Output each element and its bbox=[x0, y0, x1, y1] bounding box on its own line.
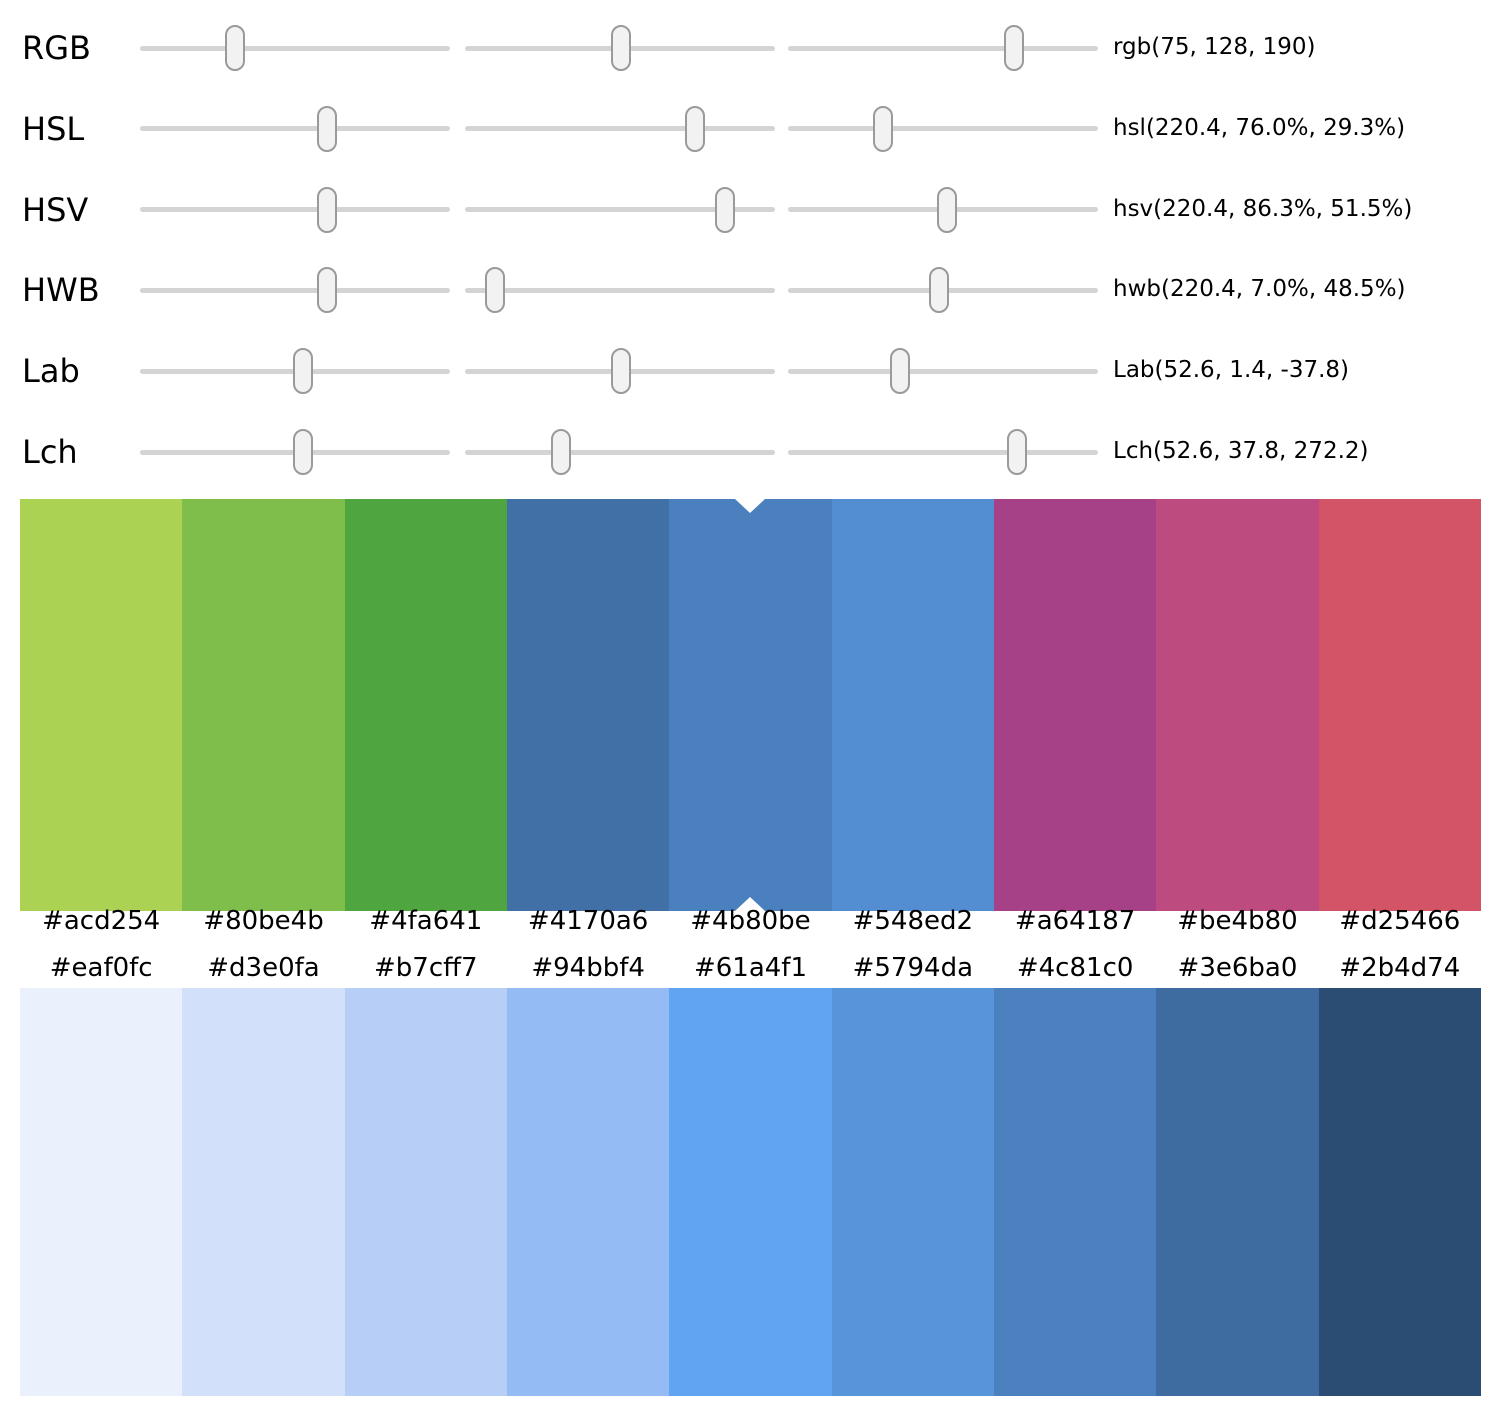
lab-slider-thumb-3[interactable] bbox=[890, 348, 911, 395]
hwb-slider-thumb-1[interactable] bbox=[317, 267, 338, 314]
lch-slider-track-3[interactable] bbox=[788, 429, 1098, 475]
slider-row-hwb: HWB hwb(220.4, 7.0%, 48.5%) bbox=[0, 260, 1501, 320]
hue-hex-label-6: #548ed2 bbox=[852, 906, 974, 936]
colorspace-label: HWB bbox=[22, 271, 100, 310]
lightness-hex-labels: #eaf0fc #d3e0fa #b7cff7 #94bbf4 #61a4f1 #5794… bbox=[20, 953, 1481, 984]
hue-hex-labels: #acd254 #80be4b #4fa641 #4170a6 #4b80be #548e… bbox=[20, 906, 1481, 937]
hsv-slider-track-1[interactable] bbox=[140, 186, 450, 233]
hsv-slider-track-3[interactable] bbox=[788, 186, 1098, 233]
lightness-swatch-9[interactable] bbox=[1318, 988, 1481, 1396]
lightness-swatch-2[interactable] bbox=[182, 988, 345, 1396]
hsl-value-label: hsl(220.4, 76.0%, 29.3%) bbox=[1113, 115, 1406, 141]
selected-marker-top bbox=[735, 499, 766, 513]
hue-hex-label-4: #4170a6 bbox=[527, 906, 649, 936]
hue-swatch-4[interactable] bbox=[506, 499, 670, 911]
hwb-slider-thumb-3[interactable] bbox=[928, 267, 949, 314]
hue-hex-label-3: #4fa641 bbox=[369, 906, 483, 936]
hsv-slider-thumb-2[interactable] bbox=[715, 186, 736, 233]
lightness-swatch-7[interactable] bbox=[993, 988, 1157, 1396]
hue-hex-label-1: #acd254 bbox=[42, 906, 161, 936]
hsl-slider-track-2[interactable] bbox=[465, 105, 775, 152]
lightness-hex-label-7: #4c81c0 bbox=[1016, 953, 1134, 983]
hsl-slider-thumb-2[interactable] bbox=[685, 105, 706, 152]
colorspace-label: Lch bbox=[22, 433, 78, 471]
lightness-hex-label-1: #eaf0fc bbox=[49, 953, 153, 983]
lightness-hex-label-8: #3e6ba0 bbox=[1177, 953, 1298, 983]
rgb-value-label: rgb(75, 128, 190) bbox=[1113, 34, 1316, 61]
hue-hex-label-7: #a64187 bbox=[1014, 906, 1136, 936]
lch-slider-thumb-3[interactable] bbox=[1007, 429, 1028, 475]
lab-value-label: Lab(52.6, 1.4, -37.8) bbox=[1113, 357, 1349, 384]
hsv-slider-thumb-3[interactable] bbox=[937, 186, 958, 233]
lch-slider-track-1[interactable] bbox=[140, 429, 450, 475]
hue-hex-label-9: #d25466 bbox=[1339, 906, 1461, 936]
lab-slider-track-1[interactable] bbox=[140, 348, 450, 395]
hue-palette bbox=[20, 499, 1481, 911]
hsl-slider-thumb-3[interactable] bbox=[872, 105, 893, 152]
hsl-slider-track-3[interactable] bbox=[788, 105, 1098, 152]
hue-swatch-5[interactable] bbox=[669, 499, 832, 911]
lch-slider-track-2[interactable] bbox=[465, 429, 775, 475]
lightness-swatch-8[interactable] bbox=[1156, 988, 1319, 1396]
lch-value-label: Lch(52.6, 37.8, 272.2) bbox=[1113, 438, 1369, 465]
hue-hex-label-8: #be4b80 bbox=[1177, 906, 1298, 936]
hue-hex-label-2: #80be4b bbox=[203, 906, 324, 936]
hue-swatch-2[interactable] bbox=[182, 499, 345, 911]
slider-row-rgb: RGB rgb(75, 128, 190) bbox=[0, 18, 1501, 78]
rgb-slider-track-1[interactable] bbox=[140, 25, 450, 71]
hwb-slider-thumb-2[interactable] bbox=[485, 267, 506, 314]
selected-marker-bottom bbox=[735, 897, 766, 911]
hsv-value-label: hsv(220.4, 86.3%, 51.5%) bbox=[1113, 195, 1413, 222]
hsv-slider-track-2[interactable] bbox=[465, 186, 775, 233]
lightness-hex-label-6: #5794da bbox=[852, 953, 973, 983]
slider-row-hsv: HSV hsv(220.4, 86.3%, 51.5%) bbox=[0, 180, 1501, 240]
hue-swatch-6[interactable] bbox=[831, 499, 994, 911]
lightness-swatch-6[interactable] bbox=[831, 988, 994, 1396]
lightness-swatch-1[interactable] bbox=[20, 988, 183, 1396]
rgb-slider-track-2[interactable] bbox=[465, 25, 775, 71]
lightness-palette bbox=[20, 988, 1481, 1396]
hue-swatch-9[interactable] bbox=[1318, 499, 1481, 911]
slider-row-lch: Lch Lch(52.6, 37.8, 272.2) bbox=[0, 422, 1501, 482]
rgb-slider-thumb-1[interactable] bbox=[225, 25, 246, 71]
lab-slider-thumb-2[interactable] bbox=[611, 348, 632, 395]
lightness-hex-label-2: #d3e0fa bbox=[207, 953, 320, 983]
lightness-swatch-4[interactable] bbox=[506, 988, 670, 1396]
slider-row-lab: Lab Lab(52.6, 1.4, -37.8) bbox=[0, 341, 1501, 401]
hwb-value-label: hwb(220.4, 7.0%, 48.5%) bbox=[1113, 276, 1406, 303]
hue-swatch-7[interactable] bbox=[993, 499, 1157, 911]
slider-row-hsl: HSL hsl(220.4, 76.0%, 29.3%) bbox=[0, 99, 1501, 159]
rgb-slider-thumb-2[interactable] bbox=[610, 25, 631, 71]
lightness-swatch-3[interactable] bbox=[344, 988, 507, 1396]
hwb-slider-track-1[interactable] bbox=[140, 267, 450, 314]
hwb-slider-track-2[interactable] bbox=[465, 267, 775, 314]
hwb-slider-track-3[interactable] bbox=[788, 267, 1098, 314]
colorspace-label: HSL bbox=[22, 109, 85, 148]
lightness-hex-label-5: #61a4f1 bbox=[693, 953, 807, 983]
lch-slider-thumb-1[interactable] bbox=[292, 429, 313, 475]
lightness-hex-label-9: #2b4d74 bbox=[1339, 953, 1461, 983]
lch-slider-thumb-2[interactable] bbox=[550, 429, 571, 475]
lab-slider-thumb-1[interactable] bbox=[292, 348, 313, 395]
colorspace-label: Lab bbox=[22, 352, 80, 391]
colorspace-label: HSV bbox=[22, 190, 89, 229]
lightness-swatch-5[interactable] bbox=[669, 988, 832, 1396]
lightness-hex-label-4: #94bbf4 bbox=[531, 953, 645, 983]
lab-slider-track-2[interactable] bbox=[465, 348, 775, 395]
hue-swatch-3[interactable] bbox=[344, 499, 507, 911]
hsl-slider-track-1[interactable] bbox=[140, 105, 450, 152]
rgb-slider-thumb-3[interactable] bbox=[1004, 25, 1025, 71]
hsv-slider-thumb-1[interactable] bbox=[317, 186, 338, 233]
colorspace-label: RGB bbox=[22, 29, 91, 67]
rgb-slider-track-3[interactable] bbox=[788, 25, 1098, 71]
hue-swatch-1[interactable] bbox=[20, 499, 183, 911]
hue-swatch-8[interactable] bbox=[1156, 499, 1319, 911]
hue-hex-label-5: #4b80be bbox=[690, 906, 811, 936]
hsl-slider-thumb-1[interactable] bbox=[317, 105, 338, 152]
lightness-hex-label-3: #b7cff7 bbox=[374, 953, 478, 983]
lab-slider-track-3[interactable] bbox=[788, 348, 1098, 395]
